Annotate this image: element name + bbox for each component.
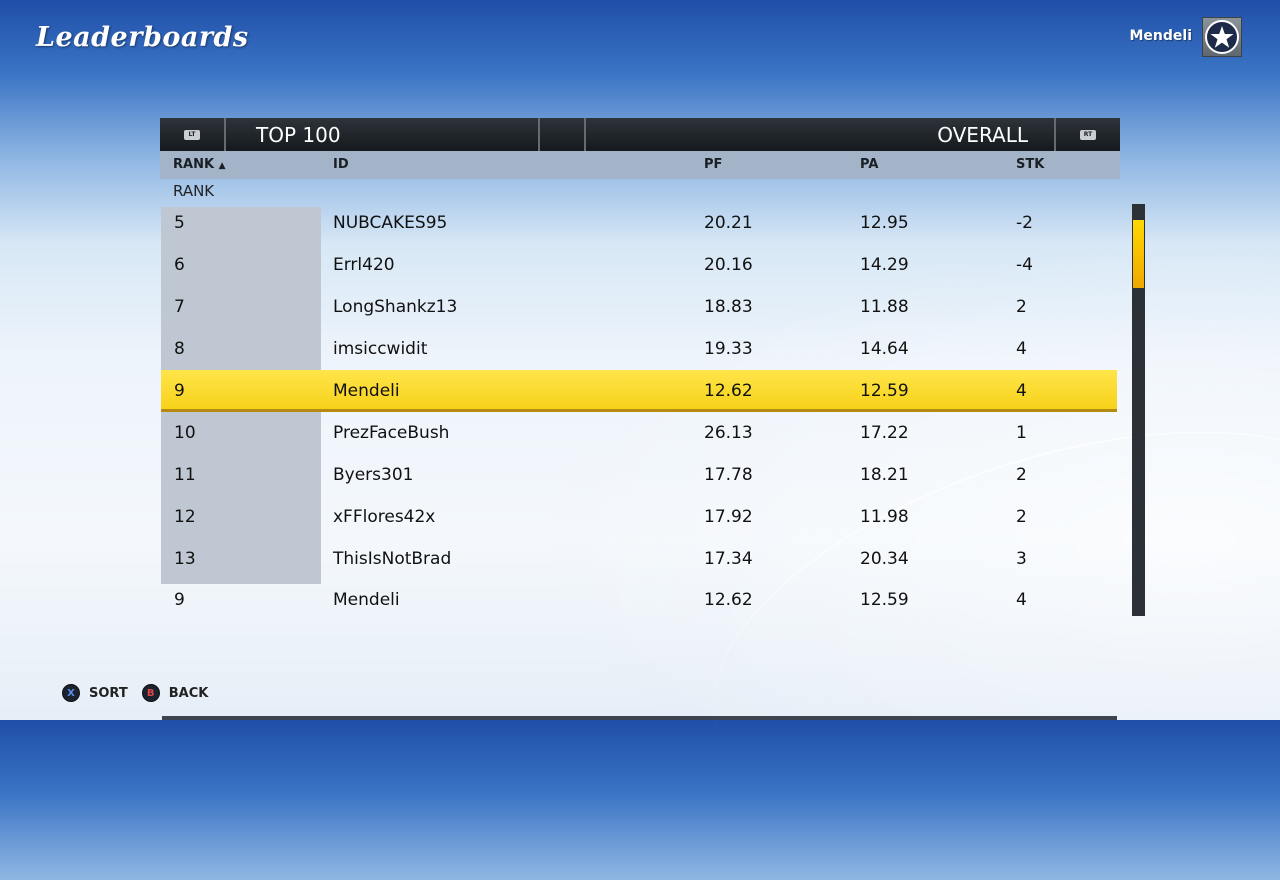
row-pf: 12.62 (704, 381, 753, 401)
tab-top-100-label: TOP 100 (256, 122, 341, 147)
row-id: Errl420 (333, 255, 395, 275)
table-row[interactable]: 12 xFFlores42x 17.92 11.98 2 (161, 496, 1117, 538)
x-button-icon: X (62, 684, 80, 702)
table-row[interactable]: 13 ThisIsNotBrad 17.34 20.34 3 (161, 538, 1117, 580)
table-row[interactable]: 8 imsiccwidit 19.33 14.64 4 (161, 328, 1117, 370)
row-pa: 11.98 (860, 507, 909, 527)
row-stk: 2 (1016, 297, 1027, 317)
column-id[interactable]: ID (333, 157, 349, 172)
scrollbar[interactable] (1132, 204, 1145, 616)
sort-subheader: RANK (173, 182, 215, 200)
row-stk: 1 (1016, 423, 1027, 443)
username-label: Mendeli (1129, 28, 1192, 44)
team-logo (1202, 17, 1242, 57)
row-pf: 17.34 (704, 549, 753, 569)
row-stk: 3 (1016, 549, 1027, 569)
row-rank: 5 (174, 213, 185, 233)
row-id: NUBCAKES95 (333, 213, 448, 233)
row-rank: 11 (174, 465, 196, 485)
lt-bumper-button[interactable]: LT (160, 118, 226, 151)
row-rank: 6 (174, 255, 185, 275)
row-stk: -2 (1016, 213, 1033, 233)
user-stk: 4 (1016, 590, 1027, 610)
row-rank: 8 (174, 339, 185, 359)
tab-top-100[interactable]: TOP 100 (226, 118, 540, 151)
row-id: xFFlores42x (333, 507, 436, 527)
scrollbar-thumb[interactable] (1133, 220, 1144, 288)
row-stk: 2 (1016, 465, 1027, 485)
table-row[interactable]: 10 PrezFaceBush 26.13 17.22 1 (161, 412, 1117, 454)
row-pf: 17.78 (704, 465, 753, 485)
tab-overall[interactable]: OVERALL (586, 118, 1056, 151)
table-row[interactable]: 7 LongShankz13 18.83 11.88 2 (161, 286, 1117, 328)
row-pf: 20.21 (704, 213, 753, 233)
row-pa: 18.21 (860, 465, 909, 485)
b-button-icon: B (141, 684, 160, 702)
row-pa: 12.59 (860, 381, 909, 401)
column-rank[interactable]: RANK ▲ (173, 157, 225, 172)
user-pf: 12.62 (704, 590, 753, 610)
row-pa: 14.29 (860, 255, 909, 275)
row-id: PrezFaceBush (333, 423, 450, 443)
rt-bumper-button[interactable]: RT (1056, 118, 1120, 151)
table-row[interactable]: 5 NUBCAKES95 20.21 12.95 -2 (161, 202, 1117, 244)
row-id: Byers301 (333, 465, 414, 485)
row-rank: 12 (174, 507, 196, 527)
row-pa: 17.22 (860, 423, 909, 443)
user-pa: 12.59 (860, 590, 909, 610)
row-pa: 14.64 (860, 339, 909, 359)
page-title: Leaderboards (36, 22, 249, 53)
row-rank: 7 (174, 297, 185, 317)
table-row[interactable]: 6 Errl420 20.16 14.29 -4 (161, 244, 1117, 286)
tab-overall-label: OVERALL (937, 122, 1028, 147)
row-pa: 20.34 (860, 549, 909, 569)
button-prompts: X SORT B BACK (62, 684, 208, 702)
row-pf: 19.33 (704, 339, 753, 359)
table-row-selected[interactable]: 9 Mendeli 12.62 12.59 4 (161, 370, 1117, 412)
row-id: LongShankz13 (333, 297, 458, 317)
user-rank-row: 9 Mendeli 12.62 12.59 4 (161, 579, 1117, 621)
row-id: Mendeli (333, 381, 400, 401)
row-stk: 4 (1016, 381, 1027, 401)
row-pf: 18.83 (704, 297, 753, 317)
row-stk: -4 (1016, 255, 1033, 275)
column-pf[interactable]: PF (704, 157, 723, 172)
row-rank: 13 (174, 549, 196, 569)
bottom-divider (162, 716, 1117, 720)
table-row[interactable]: 11 Byers301 17.78 18.21 2 (161, 454, 1117, 496)
row-stk: 4 (1016, 339, 1027, 359)
lt-icon: LT (184, 129, 200, 140)
rt-icon: RT (1080, 129, 1096, 140)
row-rank: 10 (174, 423, 196, 443)
star-icon (1205, 20, 1239, 54)
row-pf: 26.13 (704, 423, 753, 443)
sort-up-icon: ▲ (218, 161, 226, 171)
column-header-row: RANK ▲ ID PF PA STK (160, 151, 1120, 179)
row-id: ThisIsNotBrad (333, 549, 452, 569)
row-rank: 9 (174, 381, 185, 401)
row-pa: 12.95 (860, 213, 909, 233)
sort-prompt[interactable]: SORT (89, 685, 128, 701)
row-id: imsiccwidit (333, 339, 428, 359)
tab-divider-segment (540, 118, 586, 151)
column-pa[interactable]: PA (860, 157, 879, 172)
row-stk: 2 (1016, 507, 1027, 527)
user-rank: 9 (174, 590, 185, 610)
column-rank-label: RANK (173, 157, 215, 172)
row-pf: 17.92 (704, 507, 753, 527)
back-prompt[interactable]: BACK (168, 685, 209, 701)
user-id: Mendeli (333, 590, 400, 610)
leaderboard-tab-bar: LT TOP 100 OVERALL RT (160, 118, 1120, 151)
row-pa: 11.88 (860, 297, 909, 317)
row-pf: 20.16 (704, 255, 753, 275)
column-stk[interactable]: STK (1016, 157, 1045, 172)
